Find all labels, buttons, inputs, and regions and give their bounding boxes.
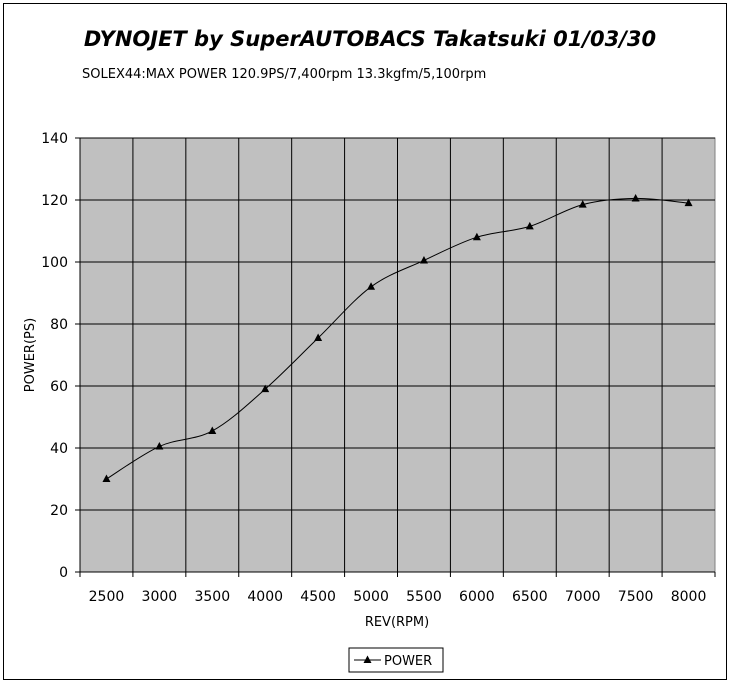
power-marker xyxy=(261,384,270,393)
y-tick-label: 20 xyxy=(50,503,68,519)
legend: POWER xyxy=(348,647,444,673)
x-tick-label: 7000 xyxy=(565,589,601,605)
legend-marker-icon xyxy=(363,655,372,663)
x-tick-label: 8000 xyxy=(671,589,707,605)
y-tick-label: 40 xyxy=(50,441,68,457)
chart-subtitle: SOLEX44:MAX POWER 120.9PS/7,400rpm 13.3k… xyxy=(82,67,486,82)
x-tick-label: 6500 xyxy=(512,589,548,605)
x-axis-label: REV(RPM) xyxy=(365,615,429,630)
power-marker xyxy=(419,255,428,264)
power-marker xyxy=(208,426,217,434)
power-marker xyxy=(525,221,534,230)
y-tick-labels: 0 20 40 60 80 100 120 140 xyxy=(41,131,68,581)
x-tick-label: 5000 xyxy=(353,589,389,605)
x-tick-label: 4000 xyxy=(247,589,283,605)
y-tick-label: 140 xyxy=(41,131,68,147)
x-tick-label: 3000 xyxy=(142,589,178,605)
x-tick-label: 5500 xyxy=(406,589,442,605)
power-marker xyxy=(314,333,323,341)
grid-lines xyxy=(80,137,715,572)
power-marker xyxy=(684,198,693,207)
y-tick-label: 80 xyxy=(50,317,68,333)
axes xyxy=(75,137,716,577)
power-marker xyxy=(102,474,111,482)
power-marker xyxy=(155,441,164,450)
x-tick-label: 4500 xyxy=(300,589,336,605)
y-tick-label: 0 xyxy=(59,565,68,581)
chart-title: DYNOJET by SuperAUTOBACS Takatsuki 01/03… xyxy=(84,27,656,51)
x-tick-label: 6000 xyxy=(459,589,495,605)
power-marker xyxy=(367,282,376,290)
x-tick-label: 3500 xyxy=(194,589,230,605)
y-tick-label: 60 xyxy=(50,379,68,395)
power-series xyxy=(102,193,693,482)
x-tick-label: 7500 xyxy=(618,589,654,605)
x-tick-label: 2500 xyxy=(89,589,125,605)
y-tick-label: 100 xyxy=(41,255,68,271)
power-marker xyxy=(631,193,640,202)
legend-label-power: POWER xyxy=(384,654,432,669)
x-tick-labels: 2500 3000 3500 4000 4500 5000 5500 6000 6500 7000… xyxy=(89,589,707,605)
power-marker xyxy=(578,200,587,208)
power-marker xyxy=(472,232,481,241)
y-axis-label: POWER(PS) xyxy=(23,318,38,392)
y-tick-label: 120 xyxy=(41,193,68,209)
